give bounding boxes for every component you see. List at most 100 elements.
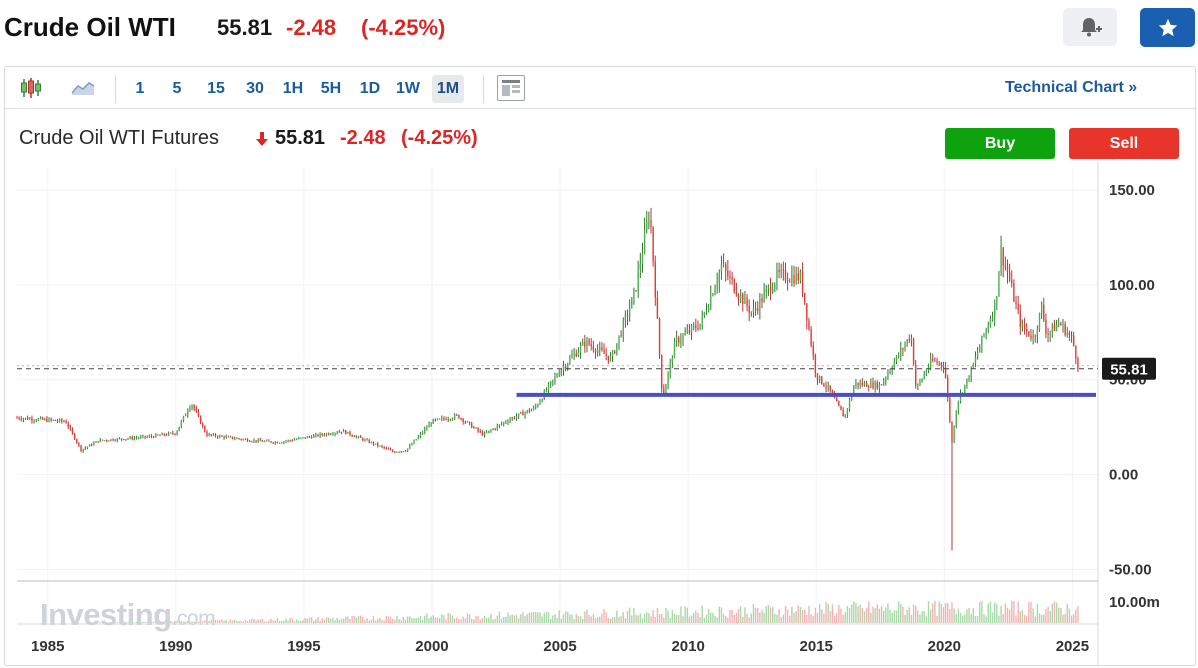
candle-body — [1045, 319, 1047, 334]
candle-body — [780, 269, 782, 273]
candle-body — [223, 436, 225, 438]
interval-1[interactable]: 1 — [135, 80, 145, 97]
volume-bar — [161, 621, 163, 623]
volume-bar — [176, 620, 178, 623]
volume-bar — [189, 621, 191, 623]
volume-bar — [821, 609, 823, 623]
candle-body — [238, 438, 240, 440]
candle-body — [1075, 345, 1077, 359]
volume-bar — [387, 616, 390, 623]
volume-bar — [178, 620, 180, 623]
volume-bar — [857, 606, 859, 623]
candle-body — [44, 418, 46, 420]
candle-body — [562, 366, 565, 370]
interval-5[interactable]: 5 — [172, 80, 182, 97]
interval-30[interactable]: 30 — [246, 80, 264, 97]
sell-button[interactable]: Sell — [1069, 128, 1179, 159]
volume-bar — [255, 620, 257, 623]
volume-bar — [656, 607, 659, 623]
candlestick-icon — [21, 78, 41, 98]
candle-body — [991, 317, 994, 320]
candle-body — [558, 374, 560, 376]
volume-bar — [441, 614, 443, 623]
volume-bar — [1006, 607, 1009, 623]
layout-icon[interactable] — [497, 75, 525, 101]
interval-1m[interactable]: 1M — [432, 75, 464, 103]
interval-5h[interactable]: 5H — [320, 80, 342, 97]
candlestick-chart-button[interactable] — [17, 75, 45, 101]
create-alert-button[interactable] — [1063, 8, 1117, 46]
volume-bar — [663, 617, 665, 623]
candle-body — [872, 382, 874, 388]
volume-bar — [1019, 611, 1021, 623]
buy-button[interactable]: Buy — [945, 128, 1055, 159]
volume-bar — [739, 606, 742, 623]
candle-body — [470, 423, 473, 428]
candle-body — [413, 440, 415, 444]
candle-body — [447, 419, 449, 421]
volume-bar — [680, 606, 682, 623]
volume-bar — [120, 621, 123, 623]
candle-body — [571, 355, 573, 359]
candle-body — [374, 443, 377, 445]
volume-bar — [765, 606, 767, 623]
toolbar-divider — [115, 75, 116, 103]
volume-bar — [823, 613, 825, 623]
volume-bar — [757, 608, 759, 623]
candle-body — [535, 406, 537, 408]
volume-bar — [434, 617, 437, 623]
watchlist-button[interactable] — [1140, 8, 1195, 47]
candle-body — [703, 312, 706, 316]
candle-body — [970, 367, 972, 379]
candle-body — [33, 420, 35, 422]
candle-body — [400, 451, 402, 453]
volume-bar — [718, 606, 721, 623]
volume-bar — [293, 621, 296, 623]
candle-body — [357, 436, 360, 438]
volume-bar — [359, 615, 362, 623]
area-chart-button[interactable] — [69, 75, 97, 101]
volume-bar — [910, 615, 913, 623]
interval-1h[interactable]: 1H — [282, 80, 304, 97]
candle-body — [584, 341, 586, 347]
candle-body — [806, 303, 808, 321]
candle-body — [821, 376, 823, 384]
technical-chart-link[interactable]: Technical Chart » — [1005, 79, 1138, 96]
candle-body — [443, 417, 445, 419]
candle-body — [445, 418, 447, 420]
candle-body — [607, 355, 609, 361]
candle-body — [1011, 280, 1013, 284]
candle-body — [673, 341, 676, 359]
candle-body — [244, 439, 247, 441]
bell-plus-icon — [1081, 18, 1102, 37]
candle-body — [157, 434, 159, 436]
volume-bar — [170, 621, 172, 623]
candle-body — [48, 418, 50, 422]
volume-bar — [150, 622, 153, 623]
interval-1d[interactable]: 1D — [359, 80, 381, 97]
candle-body — [579, 345, 582, 352]
candle-body — [396, 451, 398, 453]
candle-body — [714, 287, 716, 295]
candle-body — [340, 431, 343, 433]
volume-bar — [1002, 613, 1004, 623]
volume-bar — [560, 618, 563, 623]
volume-bar — [912, 604, 915, 623]
volume-bar — [1045, 608, 1047, 623]
candle-body — [695, 325, 697, 328]
candle-body — [287, 440, 289, 442]
candle-body — [891, 368, 893, 372]
candle-body — [351, 434, 353, 437]
candle-body — [801, 271, 804, 293]
volume-bar — [372, 615, 375, 623]
volume-bar — [806, 614, 808, 623]
interval-1w[interactable]: 1W — [396, 80, 420, 97]
interval-15[interactable]: 15 — [207, 80, 225, 97]
volume-bar — [547, 612, 550, 623]
candle-body — [564, 366, 567, 368]
volume-bar — [970, 613, 972, 623]
volume-bar — [646, 612, 648, 623]
volume-bar — [353, 616, 355, 623]
candle-body — [1077, 358, 1079, 369]
